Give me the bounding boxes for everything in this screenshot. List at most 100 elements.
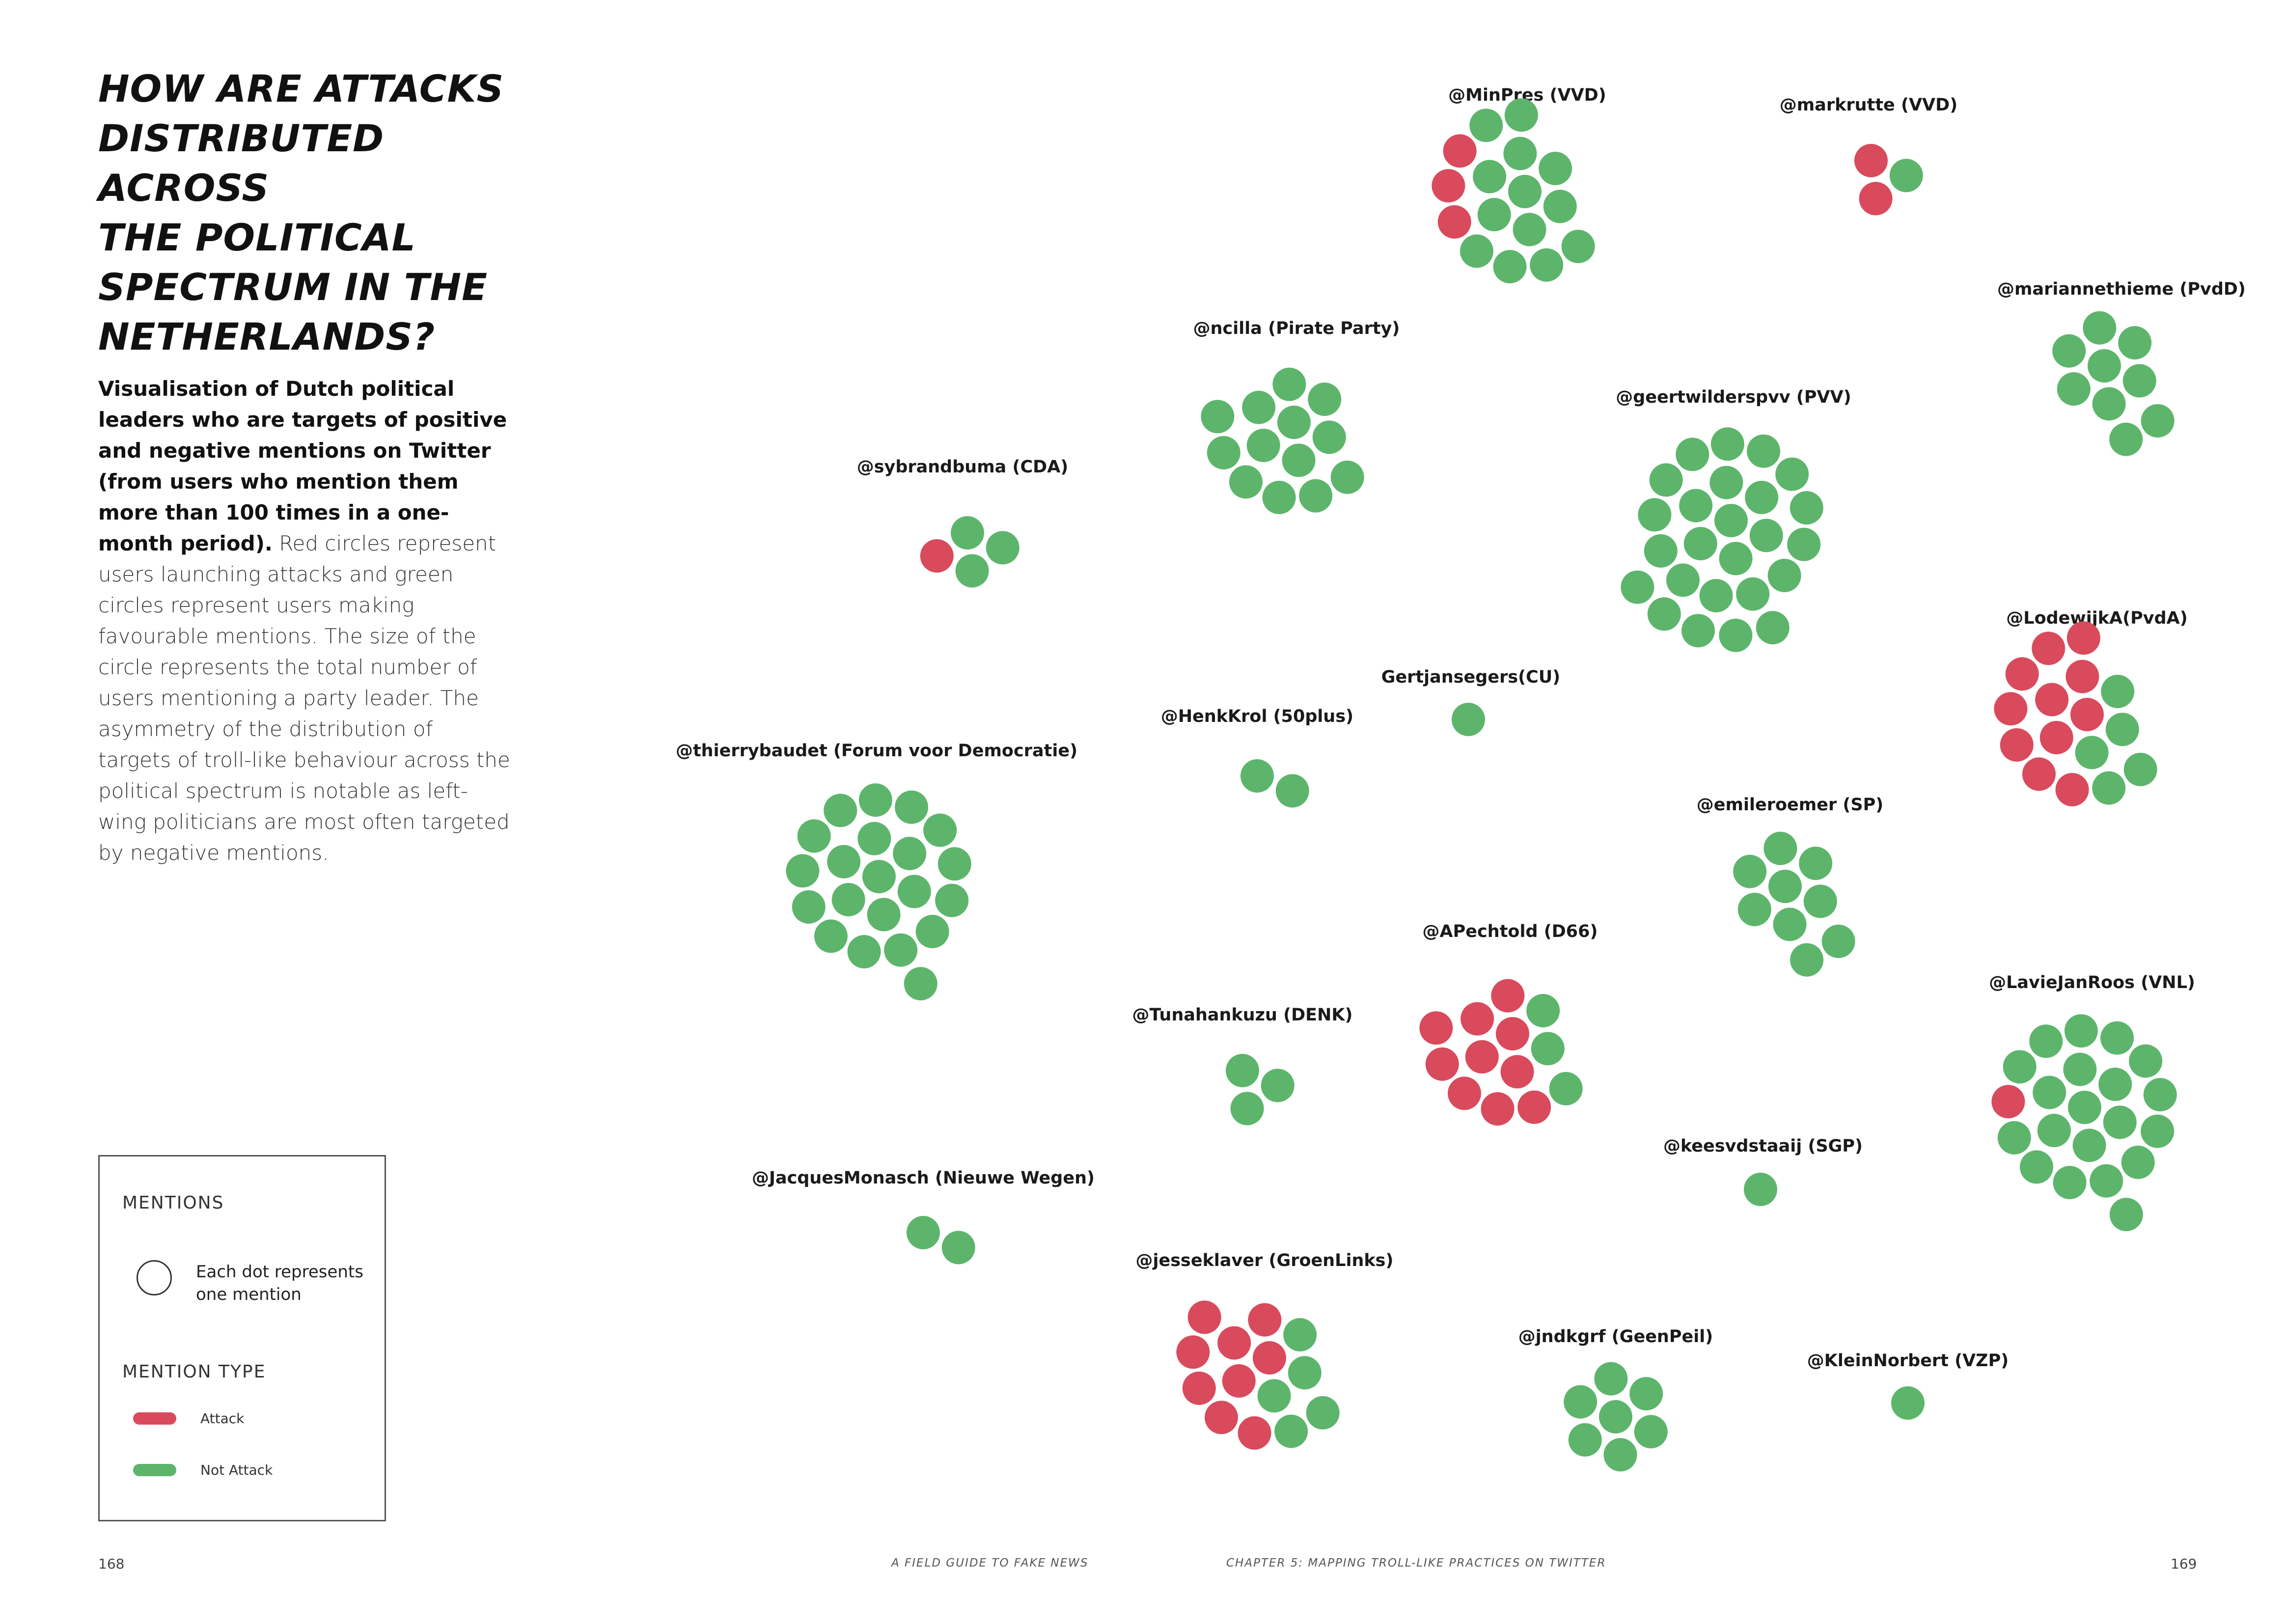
attack-dot bbox=[2005, 657, 2039, 691]
not-attack-dot bbox=[1230, 1092, 1264, 1126]
not-attack-dot bbox=[1226, 1054, 1259, 1087]
title-line: HOW ARE ATTACKS bbox=[98, 67, 504, 110]
legend-dot-text: Each dot represents one mention bbox=[196, 1262, 363, 1304]
legend-not-attack-swatch bbox=[133, 1464, 176, 1476]
cluster: @ncilla (Pirate Party) bbox=[1193, 319, 1400, 514]
not-attack-dot bbox=[1821, 924, 1855, 958]
attack-dot bbox=[1994, 692, 2028, 726]
not-attack-dot bbox=[1282, 443, 1316, 477]
not-attack-dot bbox=[2141, 1114, 2175, 1148]
attack-dot bbox=[1854, 144, 1888, 177]
not-attack-dot bbox=[1719, 618, 1753, 652]
not-attack-dot bbox=[2075, 736, 2109, 770]
not-attack-dot bbox=[1272, 367, 1306, 401]
not-attack-dot bbox=[2090, 1164, 2123, 1198]
not-attack-dot bbox=[1638, 498, 1672, 532]
not-attack-dot bbox=[2037, 1114, 2071, 1147]
attack-dot bbox=[1491, 979, 1525, 1013]
not-attack-dot bbox=[1330, 460, 1364, 494]
not-attack-dot bbox=[895, 790, 929, 824]
cluster-label: @LodewijkA(PvdA) bbox=[2006, 608, 2187, 628]
not-attack-dot bbox=[1274, 1414, 1308, 1448]
not-attack-dot bbox=[862, 860, 896, 893]
title-line: THE POLITICAL bbox=[98, 216, 416, 259]
not-attack-dot bbox=[1246, 429, 1280, 462]
not-attack-dot bbox=[1312, 420, 1346, 454]
not-attack-dot bbox=[1460, 234, 1493, 268]
not-attack-dot bbox=[1889, 159, 1923, 193]
not-attack-dot bbox=[2033, 1075, 2066, 1109]
cluster-label: @Tunahankuzu (DENK) bbox=[1132, 1005, 1353, 1025]
not-attack-dot bbox=[1207, 436, 1240, 469]
not-attack-dot bbox=[2053, 1166, 2087, 1199]
cluster-label: @APechtold (D66) bbox=[1423, 922, 1598, 941]
page-number-right: 169 bbox=[2171, 1556, 2197, 1572]
not-attack-dot bbox=[1531, 1032, 1565, 1066]
legend-not-attack-label: Not Attack bbox=[200, 1462, 273, 1478]
not-attack-dot bbox=[1452, 703, 1485, 736]
not-attack-dot bbox=[1891, 1386, 1925, 1420]
cluster-label: @JacquesMonasch (Nieuwe Wegen) bbox=[752, 1168, 1095, 1188]
attack-dot bbox=[1425, 1047, 1459, 1081]
cluster-label: @markrutte (VVD) bbox=[1780, 95, 1957, 115]
not-attack-dot bbox=[1787, 527, 1821, 561]
attack-dot bbox=[1238, 1416, 1271, 1450]
attack-dot bbox=[1481, 1092, 1514, 1126]
legend-mentions-heading: MENTIONS bbox=[122, 1193, 224, 1213]
not-attack-dot bbox=[893, 837, 927, 870]
cluster: @LavieJanRoos (VNL) bbox=[1989, 973, 2195, 1232]
not-attack-dot bbox=[1508, 175, 1542, 208]
not-attack-dot bbox=[824, 794, 857, 827]
attack-dot bbox=[2000, 728, 2034, 762]
not-attack-dot bbox=[951, 516, 984, 550]
not-attack-dot bbox=[1744, 1173, 1777, 1206]
not-attack-dot bbox=[2141, 404, 2175, 438]
attack-dot bbox=[1465, 1040, 1499, 1073]
not-attack-dot bbox=[2052, 334, 2086, 368]
not-attack-dot bbox=[2003, 1050, 2037, 1084]
not-attack-dot bbox=[2123, 752, 2157, 786]
not-attack-dot bbox=[1745, 481, 1779, 514]
cluster: @APechtold (D66) bbox=[1419, 922, 1597, 1126]
not-attack-dot bbox=[857, 822, 891, 855]
attack-dot bbox=[1448, 1076, 1481, 1110]
not-attack-dot bbox=[1549, 1072, 1583, 1105]
not-attack-dot bbox=[1564, 1385, 1597, 1419]
not-attack-dot bbox=[1681, 614, 1715, 648]
cluster: @keesvdstaaij (SGP) bbox=[1663, 1136, 1863, 1206]
attack-dot bbox=[1182, 1371, 1216, 1405]
legend-attack-label: Attack bbox=[200, 1410, 245, 1427]
not-attack-dot bbox=[1261, 1069, 1294, 1102]
attack-dot bbox=[1443, 134, 1477, 168]
attack-dot bbox=[2070, 698, 2104, 731]
not-attack-dot bbox=[867, 898, 901, 932]
not-attack-dot bbox=[1229, 465, 1263, 499]
attack-dot bbox=[1222, 1364, 1256, 1398]
not-attack-dot bbox=[2092, 771, 2126, 805]
not-attack-dot bbox=[1649, 463, 1683, 497]
not-attack-dot bbox=[1676, 438, 1709, 471]
attack-dot bbox=[1419, 1011, 1453, 1045]
not-attack-dot bbox=[1768, 870, 1802, 903]
not-attack-dot bbox=[1683, 527, 1717, 560]
page-title: HOW ARE ATTACKS DISTRIBUTED ACROSS THE P… bbox=[98, 64, 540, 361]
not-attack-dot bbox=[1503, 137, 1537, 170]
not-attack-dot bbox=[1242, 390, 1276, 424]
not-attack-dot bbox=[1775, 457, 1809, 491]
attack-dot bbox=[2065, 660, 2099, 693]
not-attack-dot bbox=[2072, 1129, 2106, 1162]
cluster: @emileroemer (SP) bbox=[1697, 795, 1883, 977]
not-attack-dot bbox=[1733, 854, 1767, 888]
attack-dot bbox=[2066, 621, 2100, 655]
not-attack-dot bbox=[1262, 481, 1296, 514]
not-attack-dot bbox=[1240, 759, 1274, 793]
attack-dot bbox=[1859, 182, 1893, 216]
attack-dot bbox=[1248, 1303, 1282, 1337]
not-attack-dot bbox=[2083, 311, 2117, 345]
intro-bold: Visualisation of Dutch political leaders… bbox=[98, 377, 507, 555]
not-attack-dot bbox=[1477, 198, 1511, 231]
title-line: DISTRIBUTED ACROSS bbox=[98, 116, 385, 210]
not-attack-dot bbox=[2100, 1021, 2134, 1055]
page-number-left: 168 bbox=[98, 1556, 125, 1572]
not-attack-dot bbox=[1539, 152, 1572, 185]
